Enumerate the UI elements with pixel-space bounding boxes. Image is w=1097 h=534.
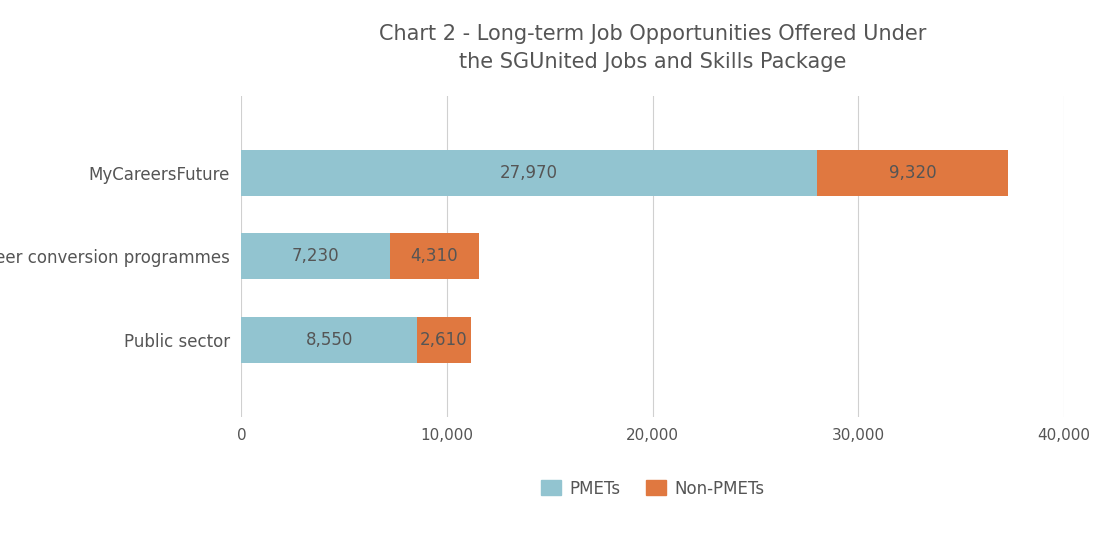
Bar bbox=[241, 150, 816, 195]
Text: 8,550: 8,550 bbox=[306, 331, 353, 349]
Bar bbox=[391, 233, 478, 279]
Text: 27,970: 27,970 bbox=[500, 163, 558, 182]
Text: 9,320: 9,320 bbox=[889, 163, 937, 182]
Bar bbox=[816, 150, 1008, 195]
Title: Chart 2 - Long-term Job Opportunities Offered Under
the SGUnited Jobs and Skills: Chart 2 - Long-term Job Opportunities Of… bbox=[380, 25, 926, 72]
Bar bbox=[241, 233, 391, 279]
Text: 4,310: 4,310 bbox=[410, 247, 459, 265]
Bar bbox=[241, 317, 417, 363]
Bar bbox=[417, 317, 471, 363]
Text: 2,610: 2,610 bbox=[420, 331, 467, 349]
Text: 7,230: 7,230 bbox=[292, 247, 339, 265]
Legend: PMETs, Non-PMETs: PMETs, Non-PMETs bbox=[534, 473, 771, 504]
